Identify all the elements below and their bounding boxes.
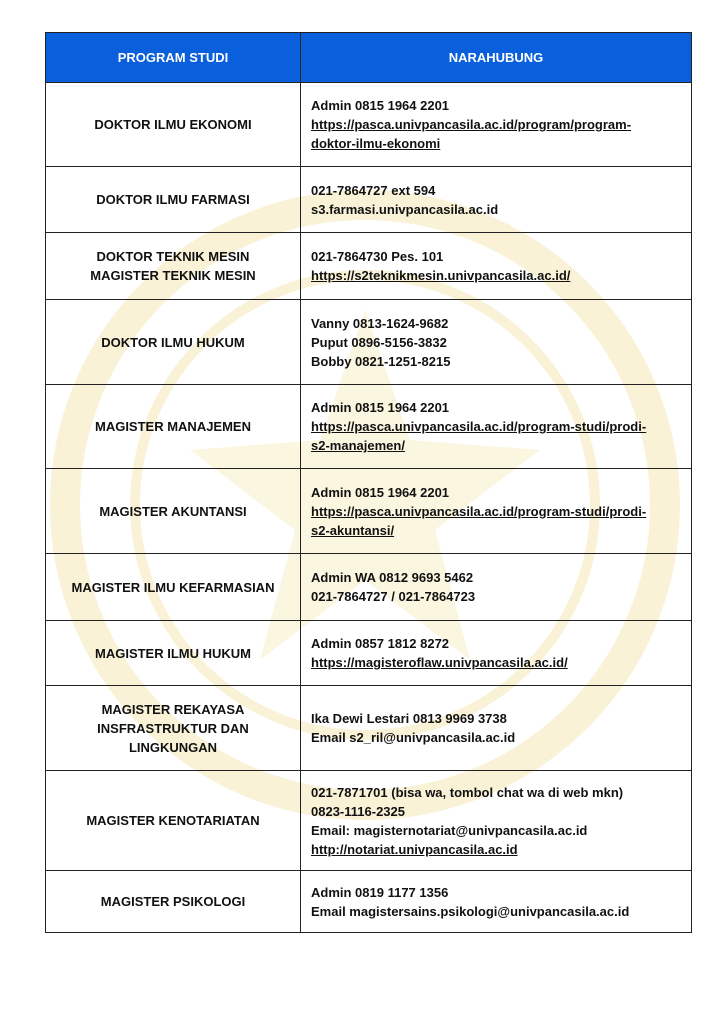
program-name-line: DOKTOR ILMU FARMASI [96,192,250,207]
program-cell: DOKTOR ILMU HUKUM [45,299,301,385]
program-cell: MAGISTER KENOTARIATAN [45,770,301,871]
contact-line: Admin 0815 1964 2201 [311,98,450,113]
contact-line: Email: magisternotariat@univpancasila.ac… [311,822,588,838]
contact-line: 021-7864727 ext 594 [311,182,436,198]
program-name-line: LINGKUNGAN [128,739,218,755]
contact-link[interactable]: https://s2teknikmesin.univpancasila.ac.i… [311,268,571,283]
program-cell: DOKTOR ILMU EKONOMI [45,82,301,167]
table-row: MAGISTER PSIKOLOGI Admin 0819 1177 1356 Em… [45,870,692,933]
header-narahubung: NARAHUBUNG [300,32,692,83]
contact-cell: 021-7871701 (bisa wa, tombol chat wa di … [300,770,692,871]
contact-line: Vanny 0813-1624-9682 [311,315,449,331]
contact-link[interactable]: http://notariat.univpancasila.ac.id [311,841,518,857]
contact-line: Admin 0815 1964 2201 [311,484,450,500]
contact-line: Ika Dewi Lestari 0813 9969 3738 [311,711,507,726]
contact-cell: Admin 0815 1964 2201 https://pasca.univpa… [300,82,692,167]
contact-cell: Admin 0815 1964 2201 https://pasca.univpa… [300,468,692,554]
program-name-line: DOKTOR TEKNIK MESIN [96,249,250,264]
contact-line: Admin 0819 1177 1356 [311,884,449,900]
contact-cell: Admin WA 0812 9693 5462 021-7864727 / 021… [300,553,692,621]
program-name-line: INSFRASTRUKTUR DAN [97,720,249,736]
table-row: DOKTOR ILMU HUKUM Vanny 0813-1624-9682 Pup… [45,299,692,385]
program-name-line: MAGISTER ILMU KEFARMASIAN [71,579,275,595]
program-name-line: MAGISTER ILMU HUKUM [95,645,251,661]
program-name-line: MAGISTER KENOTARIATAN [86,813,260,828]
contact-link[interactable]: https://magisteroflaw.univpancasila.ac.i… [311,655,568,670]
table-row: MAGISTER AKUNTANSI Admin 0815 1964 2201 ht… [45,468,692,554]
program-cell: MAGISTER MANAJEMEN [45,384,301,469]
program-cell: MAGISTER ILMU KEFARMASIAN [45,553,301,621]
contact-line: s3.farmasi.univpancasila.ac.id [311,201,499,217]
contact-cell: Ika Dewi Lestari 0813 9969 3738 Email s2_… [300,685,692,771]
table-header-row: PROGRAM STUDI NARAHUBUNG [45,32,692,83]
contact-link[interactable]: https://pasca.univpancasila.ac.id/progra… [311,503,647,519]
program-cell: DOKTOR TEKNIK MESIN MAGISTER TEKNIK MESIN [45,232,301,300]
contact-line: Email magistersains.psikologi@univpancas… [311,903,630,919]
contact-cell: 021-7864730 Pes. 101 https://s2teknikmesi… [300,232,692,300]
program-name-line: MAGISTER PSIKOLOGI [100,894,246,909]
contact-cell: Vanny 0813-1624-9682 Puput 0896-5156-3832… [300,299,692,385]
contact-line: Admin WA 0812 9693 5462 [311,570,474,585]
contact-line: 021-7864730 Pes. 101 [311,249,444,264]
contact-line: Puput 0896-5156-3832 [311,334,447,350]
program-cell: MAGISTER PSIKOLOGI [45,870,301,933]
contact-line: 021-7864727 / 021-7864723 [311,589,476,604]
program-name-line: MAGISTER MANAJEMEN [94,419,251,434]
contact-line: Admin 0815 1964 2201 [311,400,450,415]
header-program-studi: PROGRAM STUDI [45,32,301,83]
table-row: DOKTOR ILMU EKONOMI Admin 0815 1964 2201 h… [45,82,692,167]
program-name-line: DOKTOR ILMU EKONOMI [94,117,252,132]
table-row: MAGISTER ILMU KEFARMASIAN Admin WA 0812 9… [45,553,692,621]
contact-line: Bobby 0821-1251-8215 [311,353,451,369]
table-row: DOKTOR ILMU FARMASI 021-7864727 ext 594 s3… [45,166,692,233]
table-row: MAGISTER KENOTARIATAN 021-7871701 (bisa w… [45,770,692,871]
program-name-line: MAGISTER REKAYASA [101,701,245,717]
program-cell: MAGISTER REKAYASA INSFRASTRUKTUR DAN LINGK… [45,685,301,771]
contact-cell: Admin 0857 1812 8272 https://magisterofla… [300,620,692,686]
contact-cell: Admin 0815 1964 2201 https://pasca.univpa… [300,384,692,469]
contact-cell: 021-7864727 ext 594 s3.farmasi.univpancas… [300,166,692,233]
contact-link[interactable]: doktor-ilmu-ekonomi [311,136,441,151]
contact-table: PROGRAM STUDI NARAHUBUNG DOKTOR ILMU EKO… [45,32,692,933]
program-name-line: MAGISTER TEKNIK MESIN [90,268,256,283]
program-cell: MAGISTER AKUNTANSI [45,468,301,554]
program-name-line: MAGISTER AKUNTANSI [99,503,247,519]
contact-cell: Admin 0819 1177 1356 Email magistersains.… [300,870,692,933]
contact-link[interactable]: https://pasca.univpancasila.ac.id/progra… [311,419,647,434]
contact-link[interactable]: s2-akuntansi/ [311,522,395,538]
program-cell: MAGISTER ILMU HUKUM [45,620,301,686]
contact-line: Admin 0857 1812 8272 [311,636,450,651]
table-row: MAGISTER REKAYASA INSFRASTRUKTUR DAN LINGK… [45,685,692,771]
table-row: DOKTOR TEKNIK MESIN MAGISTER TEKNIK MESIN… [45,232,692,300]
contact-link[interactable]: https://pasca.univpancasila.ac.id/progra… [311,117,632,132]
program-cell: DOKTOR ILMU FARMASI [45,166,301,233]
table-row: MAGISTER MANAJEMEN Admin 0815 1964 2201 ht… [45,384,692,469]
program-name-line: DOKTOR ILMU HUKUM [101,334,245,350]
contact-line: 0823-1116-2325 [311,803,405,819]
table-row: MAGISTER ILMU HUKUM Admin 0857 1812 8272 h… [45,620,692,686]
contact-link[interactable]: s2-manajemen/ [311,438,405,453]
contact-line: Email s2_ril@univpancasila.ac.id [311,730,516,745]
contact-line: 021-7871701 (bisa wa, tombol chat wa di … [311,784,624,800]
